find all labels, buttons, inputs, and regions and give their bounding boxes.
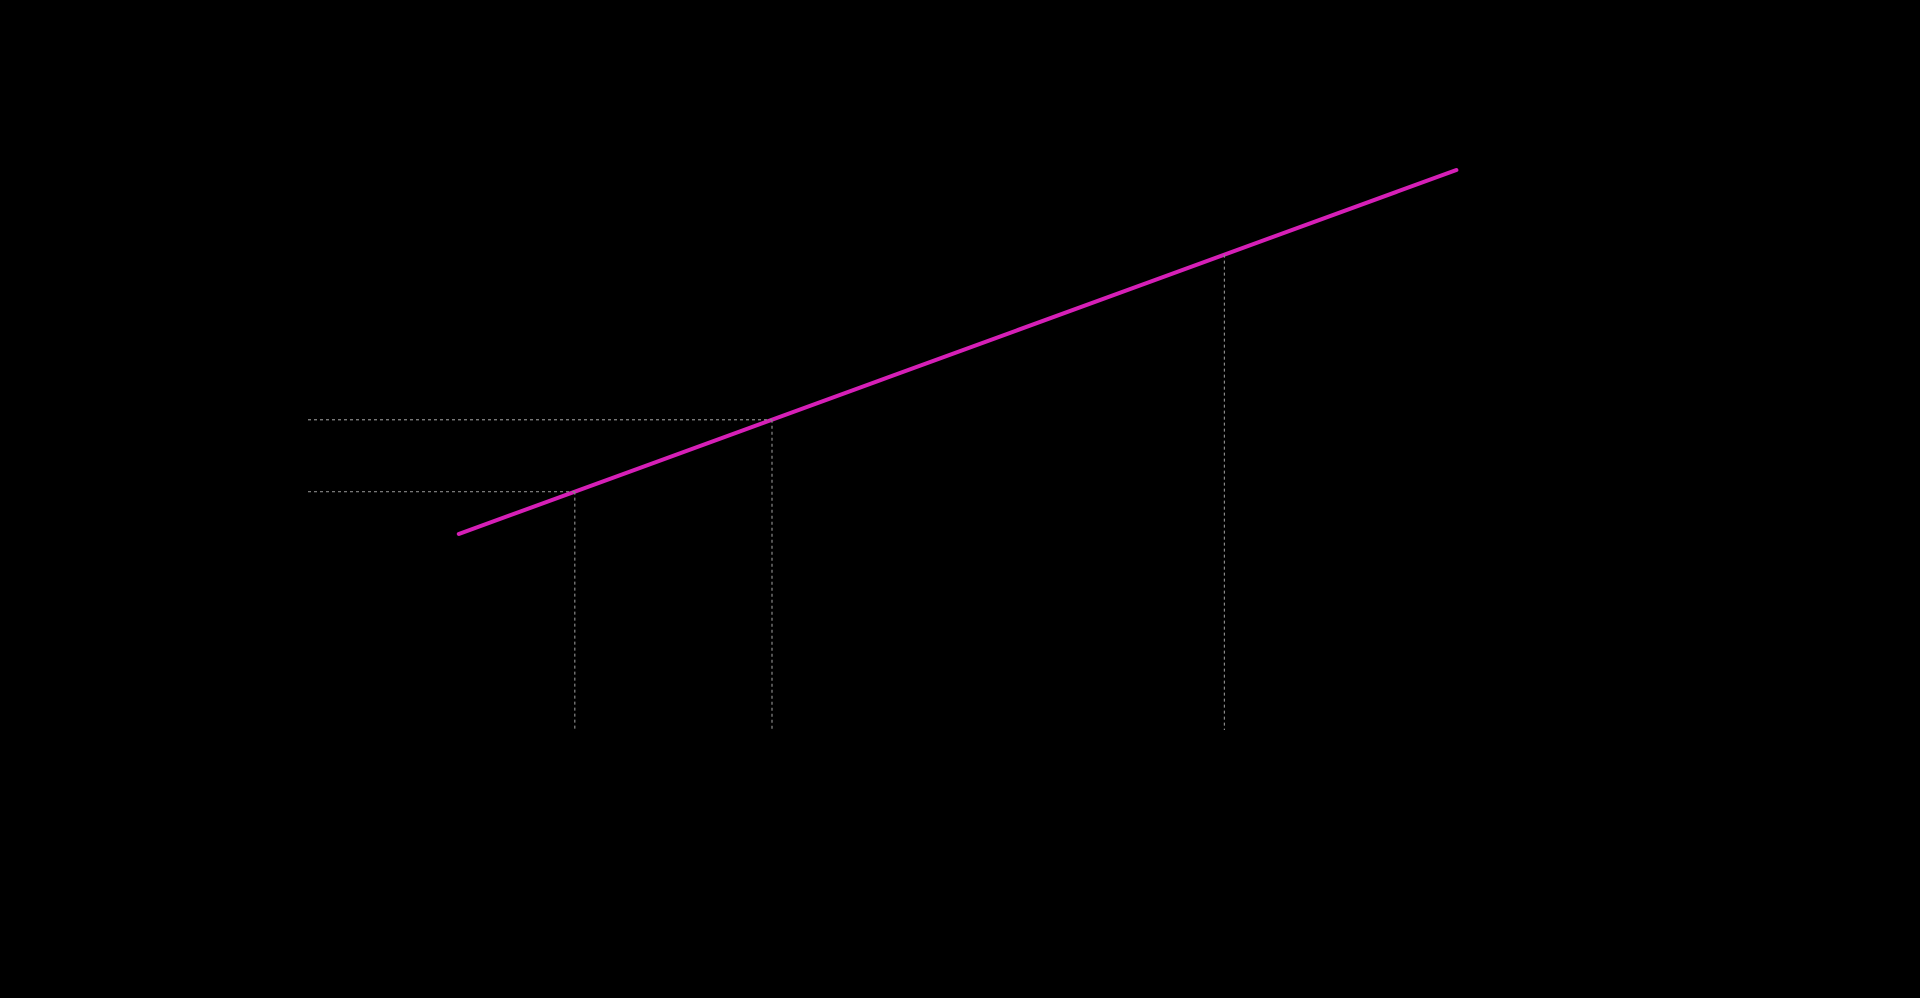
chart-container [0,0,1920,998]
chart-background [0,0,1920,998]
line-chart [0,0,1920,998]
